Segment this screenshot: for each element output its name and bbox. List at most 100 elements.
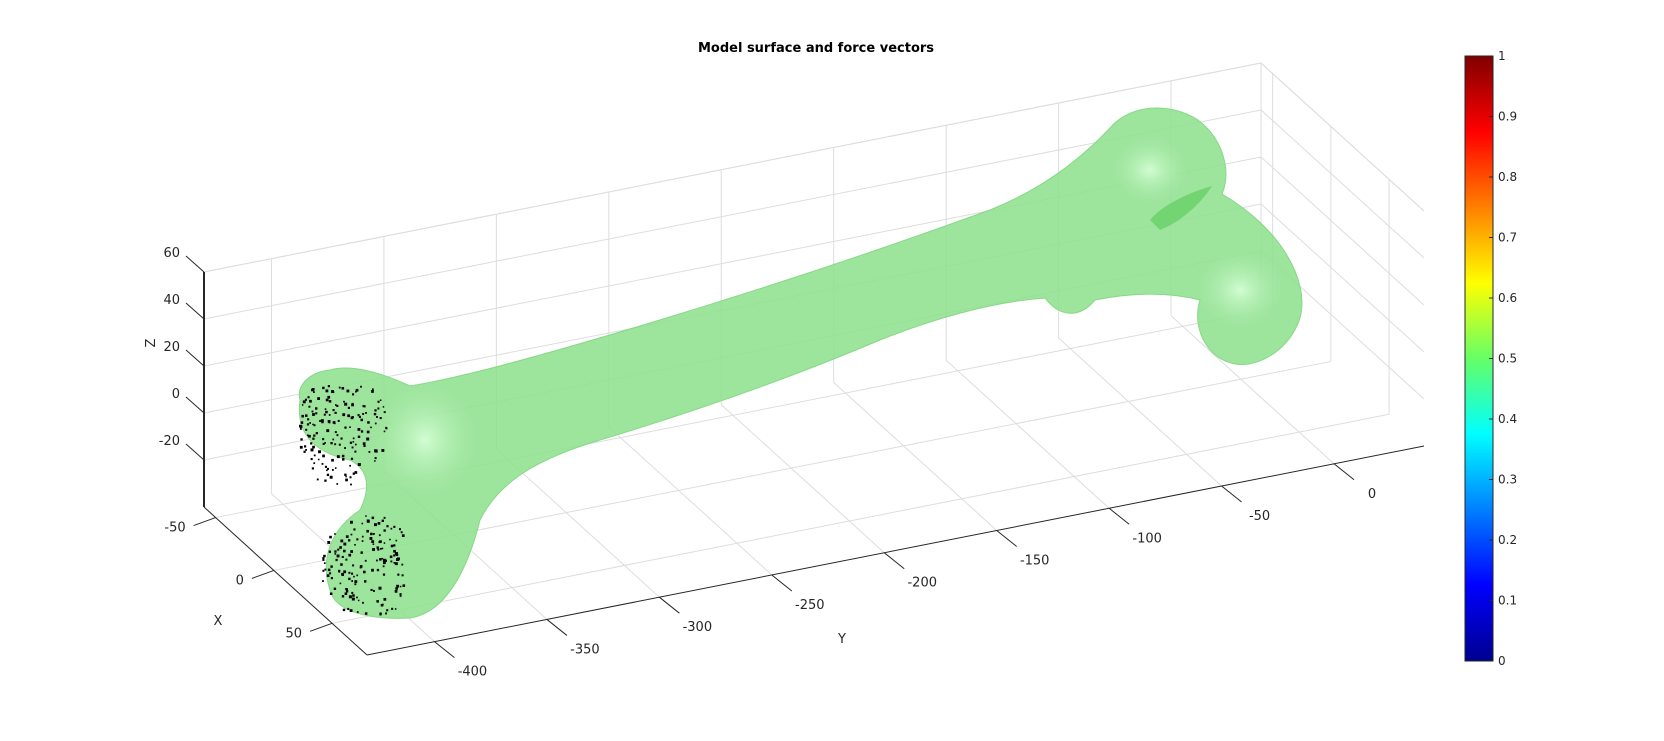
force-vector	[326, 469, 328, 472]
force-vector	[307, 418, 310, 421]
z-tick-mark	[185, 255, 205, 273]
z-tick-label: 0	[172, 387, 180, 402]
force-vector	[357, 599, 360, 602]
y-tick-label: 0	[1368, 487, 1376, 502]
force-vector	[317, 458, 320, 461]
force-vector	[350, 457, 354, 460]
force-vector	[326, 473, 330, 476]
force-vector	[327, 568, 331, 572]
z-tick-mark	[185, 302, 205, 320]
force-vector	[312, 437, 315, 440]
y-tick-label: -50	[1249, 509, 1270, 524]
force-vector	[380, 604, 384, 607]
force-vector	[383, 542, 386, 544]
force-vector	[363, 444, 366, 447]
force-vector	[312, 413, 315, 416]
force-vector	[320, 419, 324, 423]
force-vector	[332, 391, 335, 394]
y-tick-mark	[546, 619, 568, 636]
force-vector	[341, 555, 344, 558]
surface-highlight	[1195, 250, 1285, 330]
force-vector	[396, 584, 399, 588]
force-vector	[363, 405, 366, 408]
force-vector	[384, 559, 387, 562]
force-vector	[329, 572, 332, 575]
grid-line	[1260, 156, 1425, 306]
force-vector	[356, 538, 359, 541]
force-vector	[351, 597, 355, 601]
force-vector	[328, 414, 331, 416]
force-vector	[362, 405, 365, 408]
y-tick-mark	[883, 552, 905, 570]
force-vector	[313, 462, 316, 464]
grid-line	[720, 404, 885, 554]
force-vector	[336, 554, 340, 558]
force-vector	[347, 607, 350, 610]
force-vector	[351, 446, 354, 449]
force-vector	[325, 398, 329, 402]
force-vector	[339, 582, 342, 585]
force-vector	[335, 558, 338, 562]
force-vector	[347, 406, 350, 409]
x-tick-label: 50	[286, 626, 303, 641]
force-vector	[345, 475, 347, 478]
force-vector	[324, 408, 327, 410]
force-vector	[373, 412, 377, 416]
force-vector	[359, 566, 362, 569]
force-vector	[351, 402, 354, 405]
force-vector	[399, 593, 402, 596]
force-vector	[382, 573, 386, 576]
force-vector	[325, 389, 329, 393]
force-vector	[383, 516, 386, 519]
axis-lines	[203, 272, 1425, 656]
force-vector	[394, 608, 397, 610]
force-vector	[344, 447, 346, 449]
force-vector	[366, 430, 370, 434]
force-vector	[333, 422, 336, 425]
force-vector	[362, 413, 365, 415]
force-vector	[399, 595, 402, 597]
force-vector	[304, 398, 307, 401]
force-vector	[330, 565, 333, 568]
force-vector	[367, 421, 370, 424]
force-vector	[348, 595, 352, 599]
force-vector	[345, 590, 349, 593]
force-vector	[312, 446, 315, 449]
colorbar-tick-label: 0.1	[1498, 594, 1517, 608]
force-vector	[352, 472, 355, 475]
force-vector	[322, 442, 325, 445]
force-vector	[345, 478, 348, 482]
force-vector	[354, 443, 357, 446]
force-vector	[299, 427, 302, 430]
force-vector	[372, 548, 375, 551]
force-vector	[329, 535, 332, 539]
force-vector	[309, 399, 312, 403]
force-vector	[313, 391, 315, 393]
force-vector	[315, 432, 318, 435]
force-vector	[336, 434, 339, 437]
force-vector	[333, 587, 337, 590]
surface-highlight	[370, 380, 480, 500]
colorbar-tick-label: 0.6	[1498, 291, 1517, 305]
colorbar[interactable]: 0 0.1 0.2 0.3 0.4 0.5 0.6 0.7 0.8 0.9 1	[1464, 49, 1517, 668]
force-vector	[364, 612, 368, 615]
y-axis-label: Y	[837, 632, 846, 647]
force-vector	[374, 422, 377, 425]
force-vector	[401, 574, 404, 577]
z-axis-label: Z	[144, 338, 159, 347]
force-vector	[343, 549, 346, 553]
force-vector	[327, 385, 330, 388]
grid-line	[608, 426, 773, 576]
force-vector	[383, 430, 386, 433]
force-vector	[371, 540, 375, 543]
force-vector	[346, 389, 350, 393]
force-vector	[328, 550, 331, 553]
force-vector	[341, 595, 345, 598]
force-vector	[381, 519, 384, 522]
force-vector	[308, 434, 311, 438]
y-tick-mark	[659, 596, 680, 614]
force-vector	[318, 450, 321, 454]
force-vector	[360, 551, 363, 554]
x-tick-mark	[309, 622, 333, 632]
